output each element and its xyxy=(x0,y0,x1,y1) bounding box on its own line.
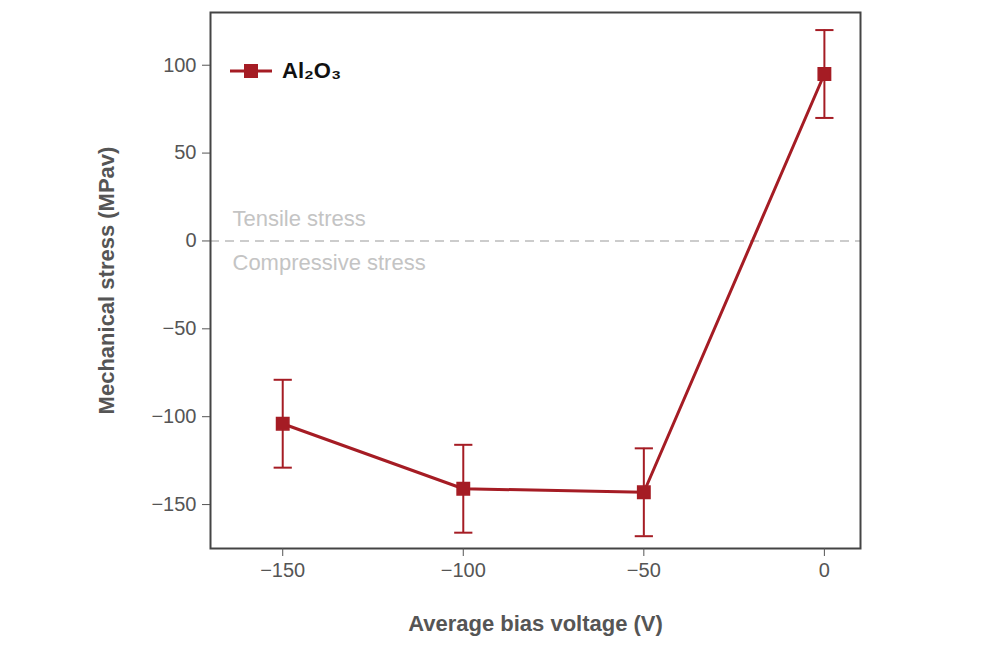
svg-text:Compressive stress: Compressive stress xyxy=(233,250,426,275)
svg-text:−150: −150 xyxy=(260,559,305,581)
svg-text:0: 0 xyxy=(185,229,196,251)
svg-text:−150: −150 xyxy=(151,493,196,515)
html-text:Al₂O₃: Al₂O₃ xyxy=(282,58,342,83)
svg-text:100: 100 xyxy=(163,54,196,76)
svg-text:50: 50 xyxy=(174,141,196,163)
svg-text:Tensile stress: Tensile stress xyxy=(233,206,366,231)
svg-text:−50: −50 xyxy=(627,559,661,581)
svg-text:−100: −100 xyxy=(151,405,196,427)
svg-text:Average bias voltage (V): Average bias voltage (V) xyxy=(408,611,663,636)
svg-text:Mechanical stress (MPav): Mechanical stress (MPav) xyxy=(94,147,119,415)
svg-text:−100: −100 xyxy=(441,559,486,581)
svg-text:−50: −50 xyxy=(163,317,197,339)
svg-text:0: 0 xyxy=(819,559,830,581)
